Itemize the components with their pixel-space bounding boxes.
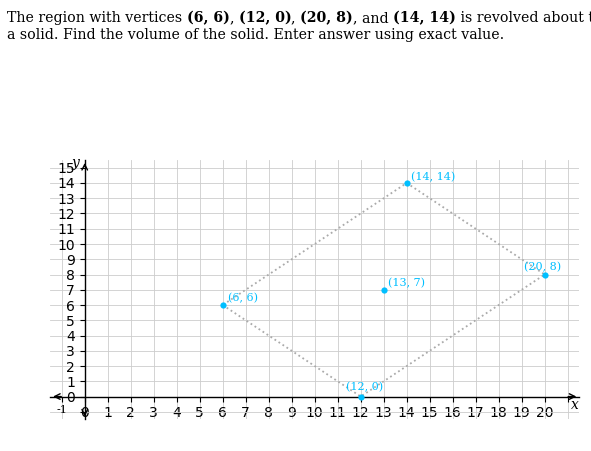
- Text: a solid. Find the volume of the solid. Enter answer using exact value.: a solid. Find the volume of the solid. E…: [7, 28, 504, 42]
- Text: (14, 14): (14, 14): [393, 11, 456, 25]
- Text: is revolved about the: is revolved about the: [456, 11, 591, 25]
- Text: (6, 6): (6, 6): [187, 11, 229, 25]
- Text: ,: ,: [291, 11, 300, 25]
- Text: (20, 8): (20, 8): [524, 262, 561, 272]
- Text: (12, 0): (12, 0): [346, 382, 383, 392]
- Text: y: y: [72, 156, 79, 170]
- Text: , and: , and: [353, 11, 393, 25]
- Text: (14, 14): (14, 14): [411, 171, 456, 182]
- Text: (20, 8): (20, 8): [300, 11, 353, 25]
- Text: ,: ,: [229, 11, 239, 25]
- Text: The region with vertices: The region with vertices: [7, 11, 187, 25]
- Text: -1: -1: [56, 405, 67, 415]
- Text: x: x: [571, 398, 579, 412]
- Text: (12, 0): (12, 0): [239, 11, 291, 25]
- Text: (13, 7): (13, 7): [388, 278, 426, 289]
- Text: (6, 6): (6, 6): [229, 293, 258, 303]
